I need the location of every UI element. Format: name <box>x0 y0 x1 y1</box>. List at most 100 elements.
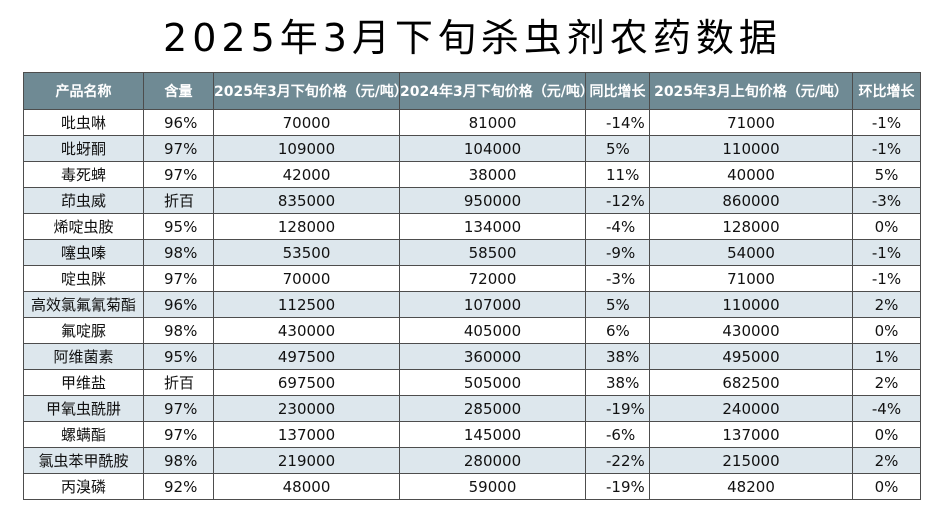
cell-price-2024-late-march: 81000 <box>399 109 586 136</box>
cell-price-2025-late-march: 109000 <box>213 135 400 162</box>
cell-yoy-growth: -22% <box>585 447 650 474</box>
cell-yoy-growth: -14% <box>585 109 650 136</box>
cell-content: 98% <box>143 317 214 344</box>
cell-price-2024-late-march: 134000 <box>399 213 586 240</box>
table-row: 茚虫威 折百 835000 950000 -12% 860000 -3% <box>23 187 921 214</box>
cell-price-2024-late-march: 280000 <box>399 447 586 474</box>
cell-price-2025-late-march: 137000 <box>213 421 400 448</box>
cell-mom-growth: -4% <box>852 395 921 422</box>
page-title: 2025年3月下旬杀虫剂农药数据 <box>163 16 782 60</box>
cell-price-2025-early-march: 137000 <box>649 421 853 448</box>
cell-mom-growth: 2% <box>852 291 921 318</box>
cell-price-2024-late-march: 285000 <box>399 395 586 422</box>
cell-price-2025-early-march: 430000 <box>649 317 853 344</box>
cell-product-name: 烯啶虫胺 <box>23 213 144 240</box>
cell-content: 折百 <box>143 369 214 396</box>
cell-price-2025-late-march: 430000 <box>213 317 400 344</box>
table-row: 高效氯氟氰菊酯 96% 112500 107000 5% 110000 2% <box>23 291 921 318</box>
cell-price-2025-early-march: 54000 <box>649 239 853 266</box>
cell-price-2025-early-march: 682500 <box>649 369 853 396</box>
cell-content: 92% <box>143 473 214 500</box>
cell-yoy-growth: -12% <box>585 187 650 214</box>
cell-price-2025-early-march: 71000 <box>649 265 853 292</box>
cell-content: 97% <box>143 395 214 422</box>
cell-content: 96% <box>143 291 214 318</box>
cell-price-2025-late-march: 697500 <box>213 369 400 396</box>
cell-product-name: 螺螨酯 <box>23 421 144 448</box>
cell-product-name: 阿维菌素 <box>23 343 144 370</box>
cell-content: 98% <box>143 447 214 474</box>
cell-product-name: 氟啶脲 <box>23 317 144 344</box>
cell-price-2025-early-march: 40000 <box>649 161 853 188</box>
cell-product-name: 吡蚜酮 <box>23 135 144 162</box>
cell-price-2025-late-march: 112500 <box>213 291 400 318</box>
cell-price-2025-late-march: 835000 <box>213 187 400 214</box>
cell-price-2025-early-march: 110000 <box>649 135 853 162</box>
cell-mom-growth: -1% <box>852 109 921 136</box>
cell-product-name: 氯虫苯甲酰胺 <box>23 447 144 474</box>
cell-yoy-growth: 5% <box>585 291 650 318</box>
cell-yoy-growth: 6% <box>585 317 650 344</box>
header-yoy-growth: 同比增长 <box>585 72 650 110</box>
cell-content: 97% <box>143 135 214 162</box>
cell-yoy-growth: -9% <box>585 239 650 266</box>
cell-product-name: 噻虫嗪 <box>23 239 144 266</box>
cell-price-2025-late-march: 42000 <box>213 161 400 188</box>
table-row: 噻虫嗪 98% 53500 58500 -9% 54000 -1% <box>23 239 921 266</box>
cell-mom-growth: 2% <box>852 447 921 474</box>
table-row: 螺螨酯 97% 137000 145000 -6% 137000 0% <box>23 421 921 448</box>
cell-yoy-growth: -4% <box>585 213 650 240</box>
header-product-name: 产品名称 <box>23 72 144 110</box>
cell-price-2025-early-march: 128000 <box>649 213 853 240</box>
cell-price-2024-late-march: 72000 <box>399 265 586 292</box>
pesticide-price-table: 产品名称 含量 2025年3月下旬价格（元/吨） 2024年3月下旬价格（元/吨… <box>23 72 921 500</box>
cell-content: 97% <box>143 161 214 188</box>
header-price-2025-late-march: 2025年3月下旬价格（元/吨） <box>213 72 400 110</box>
cell-price-2025-late-march: 128000 <box>213 213 400 240</box>
table-row: 吡蚜酮 97% 109000 104000 5% 110000 -1% <box>23 135 921 162</box>
cell-yoy-growth: -3% <box>585 265 650 292</box>
cell-content: 98% <box>143 239 214 266</box>
cell-price-2025-late-march: 219000 <box>213 447 400 474</box>
table-row: 氯虫苯甲酰胺 98% 219000 280000 -22% 215000 2% <box>23 447 921 474</box>
table-row: 甲氧虫酰肼 97% 230000 285000 -19% 240000 -4% <box>23 395 921 422</box>
cell-price-2024-late-march: 58500 <box>399 239 586 266</box>
cell-mom-growth: 2% <box>852 369 921 396</box>
cell-yoy-growth: -19% <box>585 473 650 500</box>
cell-price-2025-late-march: 70000 <box>213 265 400 292</box>
cell-price-2024-late-march: 107000 <box>399 291 586 318</box>
cell-product-name: 丙溴磷 <box>23 473 144 500</box>
cell-content: 95% <box>143 213 214 240</box>
table-row: 吡虫啉 96% 70000 81000 -14% 71000 -1% <box>23 109 921 136</box>
cell-content: 97% <box>143 421 214 448</box>
cell-content: 折百 <box>143 187 214 214</box>
table-row: 烯啶虫胺 95% 128000 134000 -4% 128000 0% <box>23 213 921 240</box>
cell-price-2025-early-march: 215000 <box>649 447 853 474</box>
cell-mom-growth: -1% <box>852 239 921 266</box>
cell-price-2025-late-march: 497500 <box>213 343 400 370</box>
table-header-row: 产品名称 含量 2025年3月下旬价格（元/吨） 2024年3月下旬价格（元/吨… <box>23 72 921 110</box>
cell-mom-growth: -1% <box>852 135 921 162</box>
cell-product-name: 茚虫威 <box>23 187 144 214</box>
cell-product-name: 甲维盐 <box>23 369 144 396</box>
cell-price-2024-late-march: 405000 <box>399 317 586 344</box>
cell-price-2024-late-march: 145000 <box>399 421 586 448</box>
cell-yoy-growth: -6% <box>585 421 650 448</box>
cell-content: 95% <box>143 343 214 370</box>
header-price-2025-early-march: 2025年3月上旬价格（元/吨） <box>649 72 853 110</box>
cell-mom-growth: -1% <box>852 265 921 292</box>
cell-mom-growth: 0% <box>852 317 921 344</box>
cell-mom-growth: 0% <box>852 213 921 240</box>
table-row: 毒死蜱 97% 42000 38000 11% 40000 5% <box>23 161 921 188</box>
cell-price-2025-early-march: 495000 <box>649 343 853 370</box>
cell-yoy-growth: 38% <box>585 369 650 396</box>
cell-mom-growth: 0% <box>852 421 921 448</box>
cell-mom-growth: 1% <box>852 343 921 370</box>
table-row: 丙溴磷 92% 48000 59000 -19% 48200 0% <box>23 473 921 500</box>
header-price-2024-late-march: 2024年3月下旬价格（元/吨） <box>399 72 586 110</box>
cell-yoy-growth: 38% <box>585 343 650 370</box>
table-row: 啶虫脒 97% 70000 72000 -3% 71000 -1% <box>23 265 921 292</box>
header-mom-growth: 环比增长 <box>852 72 921 110</box>
price-table-container: 产品名称 含量 2025年3月下旬价格（元/吨） 2024年3月下旬价格（元/吨… <box>23 72 921 500</box>
cell-price-2025-early-march: 48200 <box>649 473 853 500</box>
